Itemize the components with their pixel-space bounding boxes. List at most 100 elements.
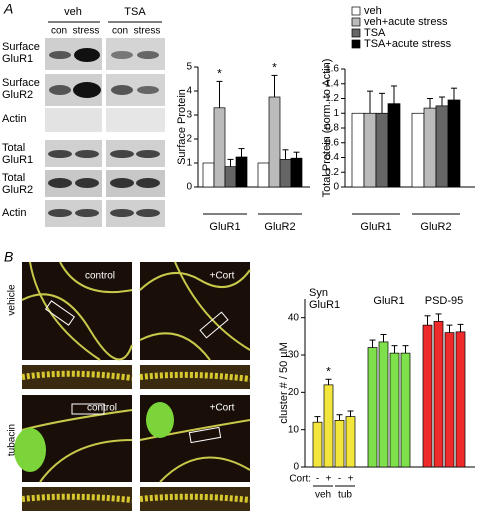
series-label: GluR1 [373, 295, 405, 307]
y-tick-label: 0.4 [325, 152, 339, 163]
bar [435, 105, 449, 188]
lane-label: con [112, 26, 128, 37]
legend-label: veh+acute stress [364, 16, 448, 28]
bar [202, 162, 215, 188]
blot-row-label: Total GluR2 [2, 172, 34, 196]
bar [257, 162, 270, 188]
y-tick-label: 0 [186, 182, 192, 193]
bar [387, 103, 401, 188]
bar [323, 384, 334, 468]
annotation: * [217, 67, 222, 81]
bar [444, 332, 455, 468]
bar [433, 321, 444, 468]
image-label: control [85, 271, 115, 282]
x-tick-label: + [326, 474, 332, 485]
y-axis-label: cluster # / 50 µM [278, 342, 290, 424]
annotation: * [272, 61, 277, 75]
bar [447, 99, 461, 188]
micrographs [14, 261, 251, 511]
bar [345, 416, 356, 468]
legend-swatch [351, 6, 361, 16]
bar [351, 112, 365, 188]
bar [279, 159, 292, 188]
x-tick-label: GluR1 [360, 221, 391, 233]
row-label: tubacin [7, 424, 18, 456]
y-tick-label: 30 [288, 350, 300, 361]
y-axis-label: Total Protein (norm. to Actin) [321, 59, 333, 198]
bar [411, 112, 425, 188]
legend-swatch [351, 17, 361, 27]
blot-row-label: Surface GluR2 [2, 77, 40, 101]
legend-label: veh [364, 5, 382, 17]
bar [363, 112, 377, 188]
y-axis-label: Surface Protein [176, 89, 188, 165]
panel-label: B [4, 249, 13, 265]
bar [423, 107, 437, 188]
blots [45, 38, 165, 227]
image-label: +Cort [210, 271, 235, 282]
blot-group: veh [64, 6, 82, 18]
y-tick-label: 1 [333, 108, 339, 119]
y-tick-label: 1.4 [325, 78, 339, 89]
bar [312, 421, 323, 468]
bar [422, 324, 433, 468]
lane-label: stress [73, 26, 100, 37]
bar [367, 347, 378, 468]
y-tick-label: 1.6 [325, 64, 339, 75]
legend-label: TSA+acute stress [364, 38, 452, 50]
y-tick-label: 0.6 [325, 137, 339, 148]
x-prefix: Cort: [289, 474, 311, 485]
blot-group: TSA [124, 6, 146, 18]
legend-swatch [351, 39, 361, 49]
y-tick-label: 5 [186, 62, 192, 73]
bar [224, 166, 237, 188]
bar [400, 352, 411, 468]
series-label: Syn GluR1 [309, 287, 341, 311]
group-label: veh [315, 490, 331, 501]
blot-row-label: Total GluR1 [2, 142, 34, 166]
y-tick-label: 3 [186, 110, 192, 121]
x-tick-label: - [316, 474, 319, 485]
y-tick-label: 40 [288, 312, 300, 323]
bar [213, 107, 226, 188]
blot-row-label: Surface GluR1 [2, 41, 40, 65]
blot-row-label: Actin [2, 207, 27, 219]
y-tick-label: 1.2 [325, 93, 339, 104]
bar [375, 112, 389, 188]
bar [389, 352, 400, 468]
group-label: tub [338, 490, 352, 501]
y-tick-label: 4 [186, 86, 192, 97]
y-tick-label: 10 [288, 424, 300, 435]
y-tick-label: 0.8 [325, 123, 339, 134]
lane-label: stress [134, 26, 161, 37]
x-tick-label: GluR2 [420, 221, 451, 233]
panel-label: A [3, 1, 13, 17]
annotation: * [326, 364, 331, 378]
x-tick-label: + [348, 474, 354, 485]
y-tick-label: 0 [333, 182, 339, 193]
bar [378, 341, 389, 468]
series-label: PSD-95 [424, 295, 464, 307]
x-tick-label: GluR1 [209, 221, 240, 233]
y-tick-label: 2 [186, 134, 192, 145]
image-label: control [87, 403, 117, 414]
y-tick-label: 1 [186, 158, 192, 169]
y-tick-label: 0 [293, 462, 299, 473]
lane-label: con [51, 26, 67, 37]
blot-row-label: Actin [2, 113, 27, 125]
legend-label: TSA [364, 27, 386, 39]
bar [290, 157, 303, 188]
image-label: +Cort [210, 403, 235, 414]
bar [455, 331, 466, 468]
row-label: vehicle [7, 284, 18, 316]
legend-swatch [351, 28, 361, 38]
bar [235, 156, 248, 188]
bar [334, 419, 345, 468]
x-tick-label: GluR2 [264, 221, 295, 233]
bar [268, 96, 281, 188]
x-tick-label: - [338, 474, 341, 485]
y-tick-label: 0.2 [325, 167, 339, 178]
y-tick-label: 20 [288, 387, 300, 398]
